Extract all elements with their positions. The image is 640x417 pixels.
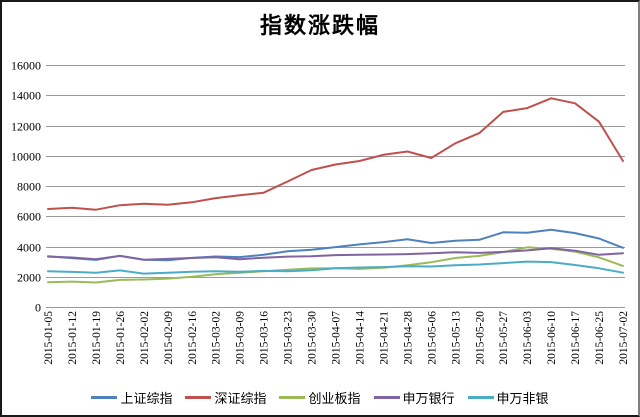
y-axis-tick-label: 8000 — [17, 180, 41, 194]
legend-line-swatch — [279, 395, 306, 399]
legend-label: 上证综指 — [120, 390, 173, 406]
legend-item: 创业板指 — [279, 388, 361, 407]
x-axis-tick-label: 2015-03-16 — [259, 311, 271, 365]
legend-item: 申万银行 — [373, 388, 455, 407]
y-axis-tick-label: 10000 — [11, 150, 41, 164]
x-axis-tick-label: 2015-05-20 — [474, 311, 486, 365]
x-axis-tick-label: 2015-05-27 — [498, 311, 510, 365]
chart-legend: 上证综指 深证综指 创业板指 申万银行 申万非银 — [2, 387, 638, 407]
x-axis-tick-label: 2015-01-26 — [115, 311, 127, 365]
x-axis-tick-label: 2015-01-12 — [67, 311, 79, 365]
y-axis-tick-label: 4000 — [17, 241, 41, 255]
x-axis-tick-label: 2015-03-02 — [211, 311, 223, 365]
x-axis-tick-label: 2015-02-09 — [163, 311, 175, 365]
x-axis-tick-label: 2015-04-14 — [354, 311, 366, 365]
x-axis-tick-label: 2015-03-23 — [283, 311, 295, 365]
x-axis-tick-label: 2015-02-16 — [187, 311, 199, 365]
x-axis-tick-label: 2015-03-09 — [235, 311, 247, 365]
x-axis-tick-label: 2015-02-02 — [139, 311, 151, 365]
x-axis-tick-label: 2015-06-10 — [546, 311, 558, 365]
legend-label: 申万非银 — [496, 390, 549, 406]
legend-item: 上证综指 — [91, 388, 172, 407]
x-axis-tick-label: 2015-04-21 — [378, 311, 390, 365]
legend-label: 申万银行 — [402, 390, 455, 406]
y-axis-tick-label: 2000 — [17, 271, 41, 285]
legend-item: 深证综指 — [185, 388, 266, 407]
x-axis-tick-label: 2015-04-07 — [331, 311, 343, 365]
x-axis-tick-label: 2015-04-28 — [402, 311, 414, 365]
y-axis-tick-label: 0 — [35, 301, 41, 315]
x-axis-tick-label: 2015-03-30 — [307, 311, 319, 365]
legend-line-swatch — [91, 395, 118, 399]
legend-line-swatch — [373, 395, 400, 399]
x-axis-tick-label: 2015-07-02 — [618, 311, 630, 365]
x-axis-tick-label: 2015-05-13 — [450, 311, 462, 365]
x-axis-tick-label: 2015-06-17 — [570, 311, 582, 365]
legend-label: 深证综指 — [214, 390, 267, 406]
legend-line-swatch — [467, 395, 494, 399]
y-axis-tick-label: 6000 — [17, 210, 41, 224]
series-line-申万非银 — [47, 260, 624, 275]
series-line-深证综指 — [47, 97, 624, 211]
x-axis-tick-label: 2015-01-05 — [43, 311, 55, 365]
x-axis-tick-label: 2015-06-03 — [522, 311, 534, 365]
y-axis-tick-label: 12000 — [11, 120, 41, 134]
x-axis-tick-label: 2015-05-06 — [426, 311, 438, 365]
legend-item: 申万非银 — [467, 388, 549, 407]
chart-title: 指数涨跌幅 — [259, 14, 380, 39]
legend-line-swatch — [185, 395, 212, 399]
series-line-申万银行 — [47, 247, 624, 261]
x-axis-tick-label: 2015-01-19 — [91, 311, 103, 365]
legend-label: 创业板指 — [308, 390, 361, 406]
y-axis-tick-label: 16000 — [11, 59, 41, 73]
x-axis-tick-label: 2015-06-25 — [594, 311, 606, 365]
y-axis-tick-label: 14000 — [11, 89, 41, 103]
